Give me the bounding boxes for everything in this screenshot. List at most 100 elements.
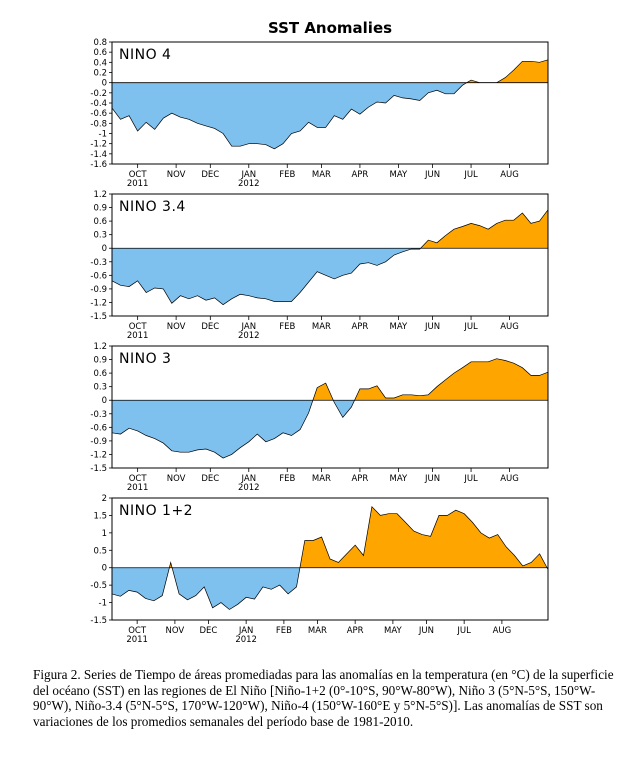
month-label: JAN bbox=[241, 170, 257, 180]
month-label: AUG bbox=[500, 170, 519, 180]
panel-1: 1.2 0.9 0.6 0.3 0 -0.3 -0.6 -0.9 -1.2 -1.5 OCT2011… bbox=[90, 190, 549, 341]
month-label: MAY bbox=[390, 322, 408, 332]
year-label: 2012 bbox=[238, 179, 260, 189]
month-label: FEB bbox=[279, 170, 295, 180]
panel-0: 0.80.60.40.20-0.2-0.4-0.6-0.8-1-1.2-1.4-… bbox=[90, 38, 549, 189]
y-tick-label: -1.5 bbox=[90, 616, 107, 626]
month-label: DEC bbox=[201, 170, 219, 180]
y-tick-label: -0.6 bbox=[90, 271, 107, 281]
y-tick-label: -1.5 bbox=[90, 464, 107, 474]
month-label: OCT bbox=[129, 322, 148, 332]
year-label: 2011 bbox=[126, 635, 148, 645]
y-tick-label: 1.2 bbox=[93, 190, 107, 200]
y-tick-label: 0.6 bbox=[93, 48, 107, 58]
positive-anomaly-area bbox=[420, 209, 548, 249]
negative-anomaly-area bbox=[112, 567, 170, 601]
month-label: APR bbox=[351, 322, 368, 332]
month-label: FEB bbox=[279, 322, 295, 332]
month-label: FEB bbox=[276, 626, 292, 636]
month-label: FEB bbox=[279, 474, 295, 484]
month-label: AUG bbox=[500, 474, 519, 484]
year-label: 2011 bbox=[127, 483, 149, 493]
y-tick-label: 0.9 bbox=[93, 356, 107, 366]
month-label: OCT bbox=[129, 170, 148, 180]
sst-anomalies-figure: SST Anomalies 0.80.60.40.20-0.2-0.4-0.6-… bbox=[90, 19, 549, 645]
month-label: MAR bbox=[308, 626, 327, 636]
month-label: APR bbox=[351, 170, 368, 180]
plot-frame bbox=[111, 193, 549, 317]
month-label: JUN bbox=[424, 170, 440, 180]
y-tick-label: -1 bbox=[99, 130, 107, 140]
month-label: APR bbox=[351, 474, 368, 484]
month-label: OCT bbox=[128, 626, 147, 636]
y-tick-label: 0 bbox=[102, 79, 107, 89]
y-tick-label: 0 bbox=[102, 396, 107, 406]
y-tick-label: 0.8 bbox=[93, 38, 107, 48]
y-tick-label: -1.2 bbox=[90, 298, 107, 308]
y-tick-label: -1 bbox=[99, 599, 107, 609]
anomaly-line bbox=[111, 59, 549, 150]
month-label: JUL bbox=[463, 474, 478, 484]
y-tick-label: -1.2 bbox=[90, 140, 107, 150]
y-tick-label: -0.5 bbox=[90, 581, 107, 591]
month-label: DEC bbox=[201, 474, 219, 484]
y-tick-label: 1 bbox=[102, 529, 107, 539]
year-label: 2012 bbox=[238, 483, 260, 493]
month-label: MAY bbox=[384, 626, 402, 636]
month-label: DEC bbox=[199, 626, 217, 636]
month-label: DEC bbox=[201, 322, 219, 332]
anomaly-line bbox=[111, 209, 549, 306]
month-label: MAR bbox=[312, 474, 331, 484]
figure-caption: Figura 2. Series de Tiempo de áreas prom… bbox=[33, 667, 614, 729]
positive-anomaly-area bbox=[354, 358, 548, 401]
month-label: JAN bbox=[238, 626, 254, 636]
month-label: NOV bbox=[167, 322, 186, 332]
y-tick-label: -1.2 bbox=[90, 450, 107, 460]
plot-frame bbox=[111, 345, 549, 469]
month-label: APR bbox=[347, 626, 364, 636]
y-tick-label: 1.2 bbox=[93, 342, 107, 352]
panel-label: NINO 3.4 bbox=[119, 199, 186, 215]
month-label: JUN bbox=[424, 474, 440, 484]
month-label: AUG bbox=[500, 322, 519, 332]
y-tick-label: 0.5 bbox=[93, 546, 107, 556]
anomaly-line bbox=[111, 358, 549, 459]
y-tick-label: -1.5 bbox=[90, 312, 107, 322]
y-tick-label: 0.6 bbox=[93, 217, 107, 227]
month-label: JUL bbox=[463, 170, 478, 180]
y-tick-label: -0.4 bbox=[90, 99, 107, 109]
year-label: 2011 bbox=[127, 331, 149, 341]
month-label: JUL bbox=[463, 322, 478, 332]
negative-anomaly-area bbox=[112, 400, 313, 459]
month-label: MAY bbox=[390, 170, 408, 180]
y-tick-label: -0.3 bbox=[90, 258, 107, 268]
y-tick-label: 0.2 bbox=[93, 69, 107, 79]
y-tick-label: -1.4 bbox=[90, 150, 107, 160]
month-label: MAR bbox=[312, 322, 331, 332]
y-tick-label: 0 bbox=[102, 564, 107, 574]
panel-label: NINO 1+2 bbox=[119, 503, 193, 519]
month-label: JUN bbox=[424, 322, 440, 332]
y-tick-label: 0.3 bbox=[93, 231, 107, 241]
month-label: OCT bbox=[129, 474, 148, 484]
y-tick-label: 0.3 bbox=[93, 383, 107, 393]
panels: 0.80.60.40.20-0.2-0.4-0.6-0.8-1-1.2-1.4-… bbox=[90, 38, 549, 645]
positive-anomaly-area bbox=[466, 59, 548, 83]
year-label: 2011 bbox=[127, 179, 149, 189]
negative-anomaly-area bbox=[112, 248, 421, 305]
negative-anomaly-area bbox=[333, 400, 355, 418]
year-label: 2012 bbox=[235, 635, 257, 645]
y-tick-label: 0.4 bbox=[93, 58, 107, 68]
panel-2: 1.2 0.9 0.6 0.3 0 -0.3 -0.6 -0.9 -1.2 -1.5 OCT2011… bbox=[90, 342, 549, 493]
y-tick-label: -0.6 bbox=[90, 109, 107, 119]
anomaly-line bbox=[111, 505, 549, 610]
month-label: NOV bbox=[166, 626, 185, 636]
month-label: JAN bbox=[241, 322, 257, 332]
month-label: NOV bbox=[167, 474, 186, 484]
negative-anomaly-area bbox=[172, 567, 300, 610]
y-tick-label: -0.6 bbox=[90, 423, 107, 433]
month-label: JUN bbox=[418, 626, 434, 636]
y-tick-label: 0.9 bbox=[93, 204, 107, 214]
panel-label: NINO 4 bbox=[119, 47, 171, 63]
